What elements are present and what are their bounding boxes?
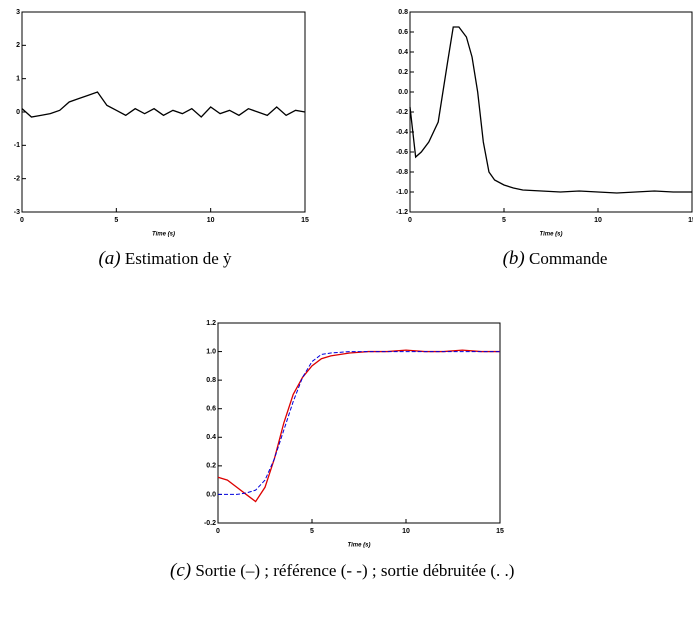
y-tick-label: -1 xyxy=(14,142,20,149)
y-tick-label: 0.0 xyxy=(398,89,408,96)
y-tick-label: 0.6 xyxy=(206,406,216,413)
y-tick-label: -2 xyxy=(14,176,20,183)
y-tick-label: 0.8 xyxy=(398,9,408,16)
y-tick-label: -0.8 xyxy=(396,169,408,176)
caption-text: Commande xyxy=(529,249,608,268)
y-tick-label: 0.0 xyxy=(206,491,216,498)
y-tick-label: -3 xyxy=(14,209,20,216)
y-tick-label: 1.0 xyxy=(206,348,216,355)
plot-frame xyxy=(217,322,501,524)
y-tick-label: 0.2 xyxy=(398,69,408,76)
caption-text: Estimation de ẏ xyxy=(124,249,232,268)
y-tick-label: -0.6 xyxy=(396,149,408,156)
caption-label: (b) xyxy=(502,248,525,269)
x-tick-label: 15 xyxy=(688,217,693,224)
plot-frame xyxy=(21,11,306,213)
x-tick-label: 0 xyxy=(216,528,220,535)
y-tick-label: 0.8 xyxy=(206,377,216,384)
x-axis-label: Time (s) xyxy=(348,543,371,549)
x-tick-label: 10 xyxy=(207,217,215,224)
x-tick-label: 15 xyxy=(496,528,504,535)
x-tick-label: 5 xyxy=(502,217,506,224)
y-tick-label: -0.2 xyxy=(204,520,216,527)
caption: (b) Commande xyxy=(430,248,680,270)
x-axis-label: Time (s) xyxy=(540,232,563,238)
y-tick-label: -0.4 xyxy=(396,129,408,136)
y-tick-label: 0.2 xyxy=(206,463,216,470)
series-line xyxy=(409,26,692,194)
y-tick-label: -0.2 xyxy=(396,109,408,116)
caption-label: (c) xyxy=(170,560,192,581)
x-tick-label: 15 xyxy=(301,217,309,224)
caption-label: (a) xyxy=(98,248,121,269)
x-tick-label: 0 xyxy=(408,217,412,224)
x-tick-label: 10 xyxy=(594,217,602,224)
y-tick-label: 0.4 xyxy=(206,434,216,441)
series-line xyxy=(21,91,306,118)
caption: (a) Estimation de ẏ xyxy=(40,248,290,270)
y-tick-label: -1.2 xyxy=(396,209,408,216)
caption-text: Sortie (–) ; référence (- -) ; sortie dé… xyxy=(195,561,515,580)
y-tick-label: -1.0 xyxy=(396,189,408,196)
y-tick-label: 0.6 xyxy=(398,29,408,36)
x-axis-label: Time (s) xyxy=(152,232,175,238)
x-tick-label: 0 xyxy=(20,217,24,224)
x-tick-label: 5 xyxy=(114,217,118,224)
y-tick-label: 0.4 xyxy=(398,49,408,56)
y-tick-label: 2 xyxy=(16,42,20,49)
series-line xyxy=(217,349,500,503)
y-tick-label: 0 xyxy=(16,109,20,116)
x-tick-label: 10 xyxy=(402,528,410,535)
y-tick-label: 1.2 xyxy=(206,320,216,327)
series-line xyxy=(218,351,500,495)
y-tick-label: 1 xyxy=(16,76,20,83)
plot-frame xyxy=(409,11,693,213)
x-tick-label: 5 xyxy=(310,528,314,535)
y-tick-label: 3 xyxy=(16,9,20,16)
caption: (c) Sortie (–) ; référence (- -) ; sorti… xyxy=(170,560,550,582)
